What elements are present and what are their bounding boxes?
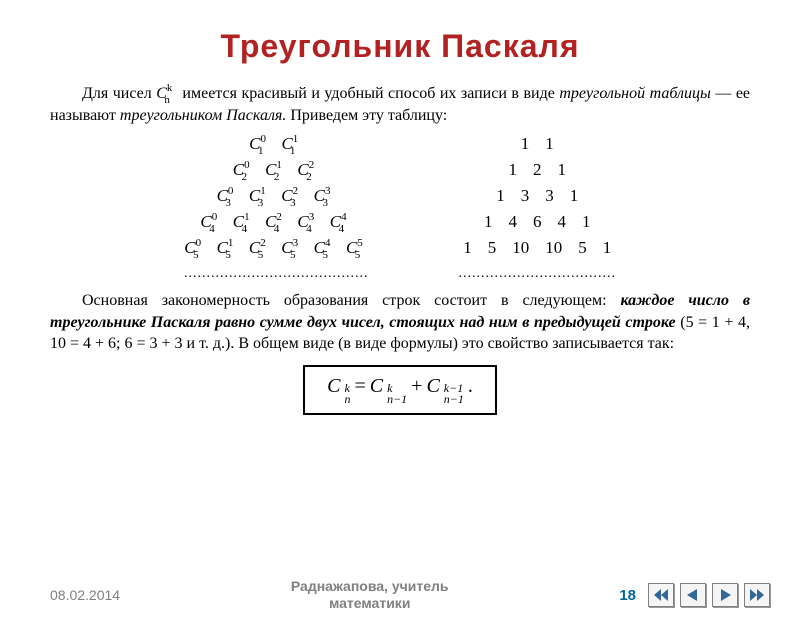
footer-date: 08.02.2014 xyxy=(50,587,120,603)
triangle-value: 1 xyxy=(570,186,579,206)
formula-box: Ckn = Ckn−1 + Ck−1n−1 . xyxy=(303,365,497,415)
triangle-cell: C45 xyxy=(314,238,336,258)
formula-eq: = xyxy=(354,375,365,398)
triangle-row: C03 C13 C23 C33 xyxy=(217,186,336,206)
triangle-cell: C13 xyxy=(249,186,271,206)
explanation-paragraph: Основная закономерность образования стро… xyxy=(50,290,750,355)
triangle-value: 1 xyxy=(509,160,518,180)
intro-pre: Для чисел xyxy=(82,85,156,102)
triangle-value: 1 xyxy=(603,238,612,258)
triangle-cell: C35 xyxy=(281,238,303,258)
triangle-value: 1 xyxy=(521,134,530,154)
triangle-symbols: C01C11C02C12C22C03C13C23C33C04C14C24C34C… xyxy=(184,134,369,282)
formula-plus: + xyxy=(411,375,422,398)
triangle-value: 1 xyxy=(545,134,554,154)
triangle-value: 2 xyxy=(533,160,542,180)
footer: 08.02.2014 Раднажапова, учительматематик… xyxy=(0,578,800,612)
triangle-cell: C12 xyxy=(265,160,287,180)
triangle-value: 5 xyxy=(578,238,587,258)
last-icon xyxy=(750,589,764,601)
triangle-cell: C33 xyxy=(314,186,336,206)
nav-next-button[interactable] xyxy=(712,583,738,607)
triangle-cell: C02 xyxy=(233,160,255,180)
triangle-cell: C01 xyxy=(249,134,271,154)
intro-ital2: треугольником Паскаля. xyxy=(120,107,286,124)
triangle-value: 1 xyxy=(496,186,505,206)
intro-post: имеется красивый и удобный способ их зап… xyxy=(178,85,559,102)
triangle-cell: C14 xyxy=(233,212,255,232)
nav-prev-button[interactable] xyxy=(680,583,706,607)
next-icon xyxy=(719,589,731,601)
intro-tail: Приведем эту таблицу: xyxy=(286,107,447,124)
triangle-cell: C04 xyxy=(200,212,222,232)
footer-author: Раднажапова, учительматематики xyxy=(120,578,619,612)
nav-first-button[interactable] xyxy=(648,583,674,607)
triangle-row: 121 xyxy=(509,160,567,180)
triangle-row: 14641 xyxy=(484,212,591,232)
triangle-row: 15101051 xyxy=(463,238,611,258)
intro-paragraph: Для чисел Ckn имеется красивый и удобный… xyxy=(50,83,750,126)
nav-buttons xyxy=(648,583,770,607)
triangle-cell: C24 xyxy=(265,212,287,232)
triangle-dots: ................................... xyxy=(459,266,617,282)
triangle-value: 4 xyxy=(558,212,567,232)
triangle-cell: C23 xyxy=(281,186,303,206)
intro-symbol: Ckn xyxy=(156,85,178,102)
triangle-cell: C25 xyxy=(249,238,271,258)
triangle-row: C01 C11 xyxy=(249,134,303,154)
prev-icon xyxy=(687,589,699,601)
triangle-value: 1 xyxy=(582,212,591,232)
triangle-value: 10 xyxy=(512,238,529,258)
triangle-cell: C22 xyxy=(297,160,319,180)
triangle-cell: C03 xyxy=(217,186,239,206)
triangle-row: 11 xyxy=(521,134,554,154)
triangle-value: 6 xyxy=(533,212,542,232)
triangle-value: 3 xyxy=(545,186,554,206)
nav-last-button[interactable] xyxy=(744,583,770,607)
page-number: 18 xyxy=(619,587,636,604)
para2-p1: Основная закономерность образования стро… xyxy=(82,292,620,309)
triangle-value: 1 xyxy=(463,238,472,258)
triangle-cell: C11 xyxy=(281,134,303,154)
triangle-cell: C55 xyxy=(346,238,368,258)
formula-dot: . xyxy=(468,375,473,398)
triangle-row: C04 C14 C24 C34 C44 xyxy=(200,212,352,232)
triangle-row: C02 C12 C22 xyxy=(233,160,320,180)
triangle-value: 1 xyxy=(558,160,567,180)
triangle-value: 5 xyxy=(488,238,497,258)
triangle-cell: C05 xyxy=(184,238,206,258)
intro-ital1: треугольной таблицы xyxy=(559,85,711,102)
triangle-cell: C34 xyxy=(297,212,319,232)
triangle-value: 1 xyxy=(484,212,493,232)
triangle-cell: C44 xyxy=(330,212,352,232)
triangle-cell: C15 xyxy=(217,238,239,258)
triangle-row: C05 C15 C25 C35 C45 C55 xyxy=(184,238,368,258)
triangle-value: 10 xyxy=(545,238,562,258)
formula-container: Ckn = Ckn−1 + Ck−1n−1 . xyxy=(0,365,800,415)
triangle-numbers: 1112113311464115101051..................… xyxy=(459,134,617,282)
triangle-dots: ........................................… xyxy=(184,266,369,282)
triangle-value: 3 xyxy=(521,186,530,206)
first-icon xyxy=(654,589,668,601)
triangle-value: 4 xyxy=(509,212,518,232)
triangle-row: 1331 xyxy=(496,186,578,206)
page-title: Треугольник Паскаля xyxy=(0,28,800,65)
triangles-area: C01C11C02C12C22C03C13C23C33C04C14C24C34C… xyxy=(0,134,800,282)
